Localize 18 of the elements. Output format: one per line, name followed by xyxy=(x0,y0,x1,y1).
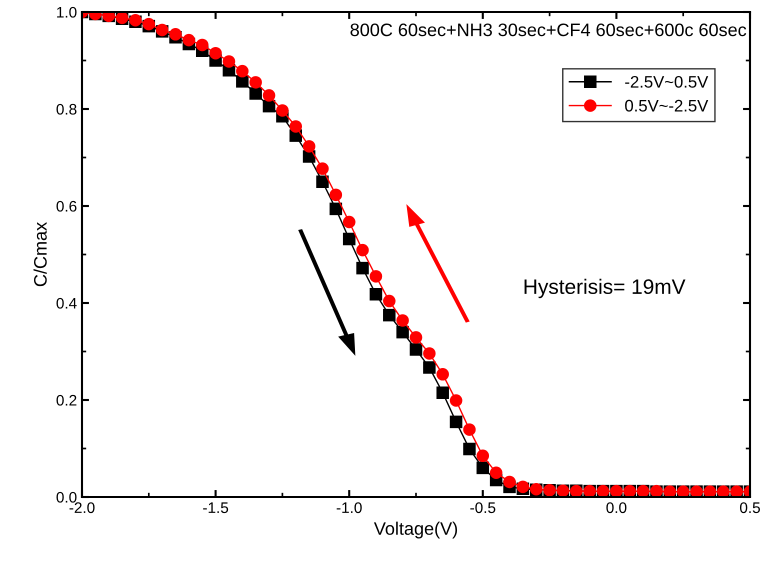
y-tick-label: 0.2 xyxy=(56,394,76,406)
x-axis-title: Voltage(V) xyxy=(374,522,458,538)
x-tick-label: 0.5 xyxy=(740,502,760,514)
y-tick-label: 0.0 xyxy=(56,492,77,503)
y-tick-label: 0.8 xyxy=(56,104,76,115)
x-tick-label: -1.0 xyxy=(336,502,362,514)
x-tick-label: -1.5 xyxy=(203,502,228,514)
y-tick-label: 0.4 xyxy=(56,298,77,309)
y-tick-label: 1.0 xyxy=(57,6,77,18)
legend-label: 0.5V~-2.5V xyxy=(625,100,708,112)
x-tick-label: -0.5 xyxy=(470,502,496,514)
x-tick-label: 0.0 xyxy=(606,502,626,514)
y-tick-label: 0.6 xyxy=(56,200,76,212)
chart-title: 800C 60sec+NH3 30sec+CF4 60sec+600c 60sec xyxy=(350,23,746,36)
y-axis-title: C/Cmax xyxy=(34,222,47,286)
annotation: Hysterisis= 19mV xyxy=(524,278,686,298)
x-tick-label: -2.0 xyxy=(70,502,95,514)
legend-label: -2.5V~0.5V xyxy=(625,76,708,88)
